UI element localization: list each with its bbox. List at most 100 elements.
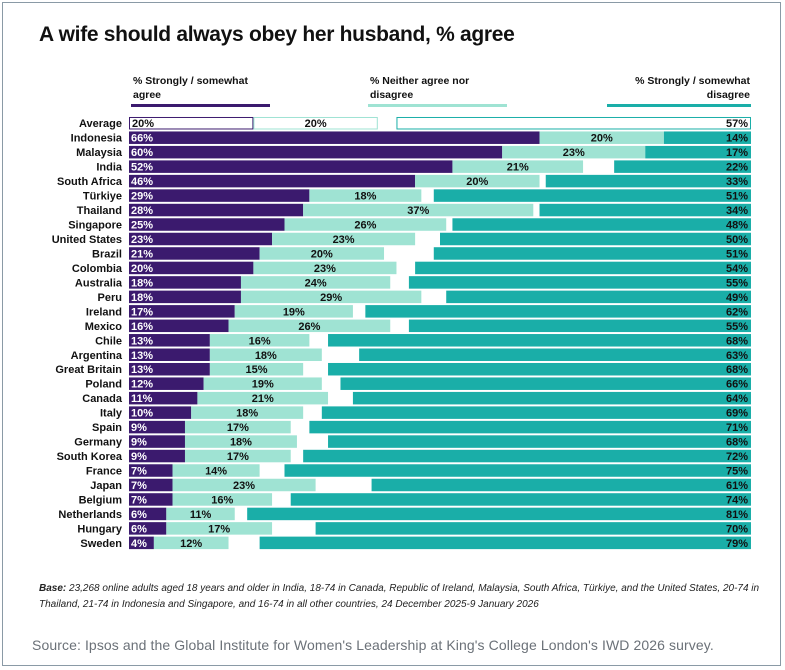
value-label-neither: 23% [314, 263, 336, 275]
bar-agree [129, 261, 254, 275]
bar-neither [184, 435, 297, 448]
category-label: Sweden [80, 538, 122, 550]
bar-disagree [452, 218, 751, 231]
value-label-neither: 17% [227, 422, 249, 434]
value-label-disagree: 66% [726, 379, 748, 391]
bar-agree [129, 391, 198, 405]
bar-disagree [259, 536, 751, 550]
value-label-neither: 29% [320, 292, 342, 304]
value-label-disagree: 22% [726, 162, 748, 174]
value-label-agree: 18% [131, 277, 153, 289]
bar-agree [129, 348, 210, 362]
bar-neither [172, 478, 316, 492]
bar-disagree [415, 261, 751, 275]
legend-label-line2-2: disagree [707, 89, 750, 101]
category-label: Italy [100, 408, 123, 420]
bar-disagree [663, 131, 751, 144]
value-label-neither: 14% [205, 466, 227, 478]
value-label-agree: 13% [131, 335, 153, 347]
source-note: Source: Ipsos and the Global Institute f… [32, 637, 714, 653]
legend-label-line2-0: agree [133, 89, 161, 101]
value-label-disagree: 57% [726, 118, 748, 130]
value-label-agree: 9% [131, 437, 147, 449]
value-label-agree: 11% [131, 393, 153, 405]
category-label: Brazil [92, 248, 122, 260]
value-label-agree: 12% [131, 379, 153, 391]
bar-agree [129, 305, 235, 318]
value-label-agree: 17% [131, 306, 153, 318]
bar-agree [129, 493, 173, 506]
category-label: India [96, 162, 123, 174]
bar-neither [191, 406, 304, 419]
legend-swatch-1 [368, 104, 507, 107]
legend-label-line1-2: % Strongly / somewhat [635, 75, 750, 87]
bar-agree [129, 247, 260, 260]
bar-disagree [408, 276, 751, 289]
bar-disagree [315, 522, 751, 535]
bar-neither [203, 377, 322, 390]
bar-neither [539, 131, 664, 144]
value-label-neither: 20% [466, 176, 488, 188]
bar-neither [209, 334, 310, 347]
bar-agree [129, 406, 192, 419]
bar-agree [129, 507, 167, 521]
value-label-neither: 19% [283, 306, 305, 318]
value-label-agree: 13% [131, 364, 153, 376]
bar-disagree [614, 160, 751, 173]
value-label-agree: 9% [131, 422, 147, 434]
value-label-neither: 18% [230, 437, 252, 449]
value-label-neither: 23% [563, 147, 585, 159]
bar-agree [129, 435, 185, 448]
value-label-neither: 18% [236, 408, 258, 420]
value-label-disagree: 75% [726, 466, 748, 478]
bar-agree [129, 522, 167, 535]
value-label-agree: 46% [131, 176, 153, 188]
bar-disagree [539, 203, 751, 217]
value-label-disagree: 64% [726, 393, 748, 405]
value-label-disagree: 54% [726, 263, 748, 275]
category-label: Belgium [79, 494, 123, 506]
value-label-disagree: 62% [726, 306, 748, 318]
value-label-agree: 9% [131, 451, 147, 463]
value-label-disagree: 50% [726, 234, 748, 246]
bar-neither [184, 449, 291, 463]
bar-neither [240, 290, 422, 304]
value-label-disagree: 68% [726, 335, 748, 347]
bar-disagree [371, 478, 751, 492]
bar-neither [172, 464, 260, 477]
value-label-disagree: 14% [726, 133, 748, 145]
value-label-agree: 7% [131, 494, 147, 506]
value-label-disagree: 63% [726, 350, 748, 362]
bar-agree [129, 160, 453, 173]
value-label-disagree: 33% [726, 176, 748, 188]
bar-neither [240, 276, 391, 289]
bar-disagree [328, 435, 751, 448]
category-label: Chile [95, 335, 122, 347]
bar-neither [184, 420, 291, 434]
bar-neither [209, 362, 304, 376]
bar-neither [166, 507, 235, 521]
value-label-agree: 23% [131, 234, 153, 246]
bar-agree [129, 377, 204, 390]
bar-disagree [446, 290, 751, 304]
category-label: Colombia [72, 263, 123, 275]
value-label-agree: 7% [131, 466, 147, 478]
stacked-bar-chart: % Strongly / somewhat agree % Neither agre… [52, 75, 751, 550]
bar-disagree [433, 189, 751, 202]
bar-agree [129, 362, 210, 376]
value-label-neither: 23% [233, 480, 255, 492]
category-label: Argentina [71, 350, 123, 362]
value-label-disagree: 34% [726, 205, 748, 217]
category-label: Mexico [85, 321, 123, 333]
value-label-agree: 20% [131, 263, 153, 275]
value-label-agree: 25% [131, 220, 153, 232]
value-label-neither: 16% [249, 335, 271, 347]
value-label-agree: 52% [131, 162, 153, 174]
value-label-neither: 37% [407, 205, 429, 217]
bar-agree [129, 203, 304, 217]
category-label: South Africa [57, 176, 123, 188]
value-label-disagree: 17% [726, 147, 748, 159]
bar-agree [129, 116, 254, 130]
bar-neither [415, 174, 540, 188]
bar-disagree [365, 305, 751, 318]
